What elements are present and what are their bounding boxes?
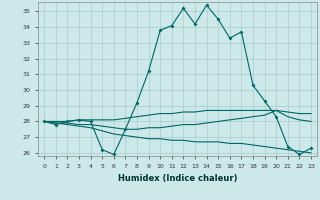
X-axis label: Humidex (Indice chaleur): Humidex (Indice chaleur) (118, 174, 237, 183)
